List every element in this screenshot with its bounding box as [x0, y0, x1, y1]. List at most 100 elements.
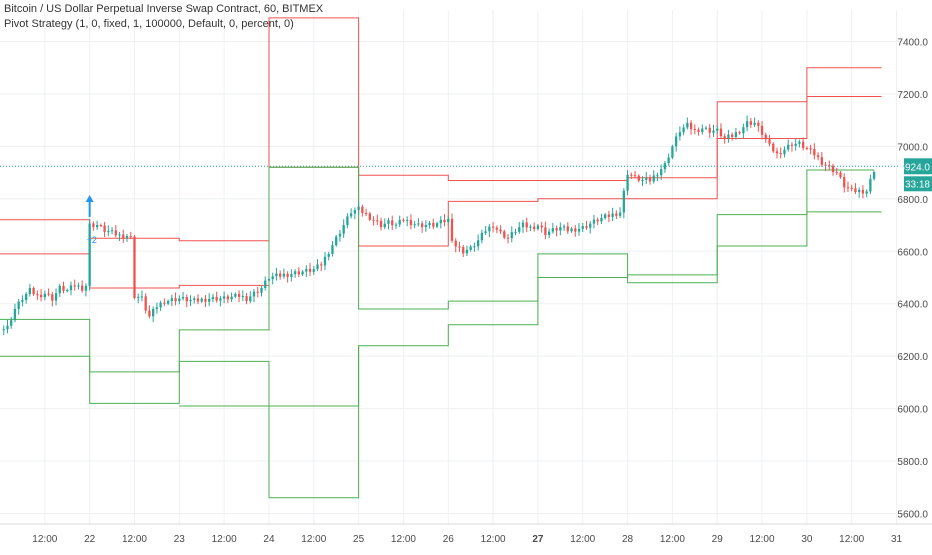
candle-body [122, 234, 125, 239]
y-tick-label: 6600.0 [897, 247, 928, 258]
candle-body [816, 155, 820, 158]
candle-body [323, 256, 327, 266]
candle-body [342, 225, 345, 234]
candle-body [249, 296, 252, 302]
candle-body [62, 285, 65, 291]
candle-body [510, 232, 513, 239]
x-tick-label: 22 [84, 534, 96, 545]
candle-body [581, 226, 584, 229]
candle-body [645, 177, 648, 180]
candle-body [260, 287, 263, 293]
candle-body [159, 302, 162, 308]
candle-body [293, 271, 297, 275]
candle-body [36, 294, 39, 296]
candle-body [716, 128, 719, 131]
candle-body [99, 225, 103, 227]
candle-body [499, 229, 502, 232]
candle-body [648, 177, 652, 182]
candle-body [387, 220, 390, 224]
candle-body [469, 246, 472, 250]
candle-body [398, 219, 401, 225]
candle-body [331, 245, 334, 254]
symbol-title[interactable]: Bitcoin / US Dollar Perpetual Inverse Sw… [4, 3, 324, 15]
candle-body [525, 222, 528, 228]
current-price-badge[interactable]: 6924.0 33:18 [899, 158, 932, 192]
candle-body [872, 172, 876, 179]
candle-body [148, 310, 151, 317]
candle-body [521, 222, 525, 228]
candle-body [215, 296, 218, 301]
candle-body [107, 231, 110, 233]
candle-body [544, 227, 547, 236]
candle-body [813, 148, 816, 156]
candle-body [316, 264, 319, 270]
candle-body [357, 206, 360, 211]
candle-body [633, 175, 637, 177]
candle-body [103, 225, 106, 232]
candle-body [798, 141, 801, 144]
candle-body [663, 163, 667, 170]
candle-body [637, 175, 640, 181]
candle-body [787, 144, 790, 150]
candle-body [312, 269, 315, 272]
candle-body [286, 273, 289, 277]
candle-body [682, 127, 685, 133]
candle-body [611, 213, 614, 217]
candle-body [712, 130, 715, 133]
x-tick-label: 12:00 [750, 534, 775, 545]
candle-body [84, 285, 88, 291]
candle-body [383, 223, 386, 228]
candle-body [193, 298, 196, 300]
candle-body [282, 273, 286, 277]
candle-body [540, 225, 543, 228]
candle-body [241, 296, 244, 298]
y-tick-label: 5600.0 [897, 510, 928, 521]
candle-body [308, 268, 312, 272]
candle-body [372, 219, 375, 221]
strategy-title[interactable]: Pivot Strategy (1, 0, fixed, 1, 100000, … [4, 18, 294, 30]
candle-body [32, 287, 35, 295]
candle-body [719, 128, 723, 137]
x-tick-label: 25 [353, 534, 365, 545]
candle-body [738, 132, 741, 134]
candle-body [409, 220, 413, 226]
x-tick-label: 28 [622, 534, 634, 545]
candle-body [39, 294, 43, 298]
candle-body [801, 141, 805, 148]
axes: 7400.0 7200.0 7000.0 6800.0 6600.0 6400.0 6200… [0, 37, 932, 545]
candle-body [491, 226, 495, 228]
candle-body [809, 148, 812, 150]
candle-body [125, 236, 129, 239]
candle-body [772, 143, 775, 152]
candle-body [600, 217, 603, 222]
x-tick-label: 12:00 [391, 534, 416, 545]
candle-body [686, 122, 689, 128]
pivot-levels [0, 17, 882, 499]
candle-body [51, 294, 54, 301]
candle-body [674, 136, 678, 147]
candle-body [140, 296, 144, 298]
candle-body [417, 223, 420, 225]
candle-body [473, 246, 476, 248]
candle-body [208, 298, 211, 302]
candle-body [506, 237, 510, 239]
candle-body [734, 132, 738, 137]
y-tick-label: 6000.0 [897, 405, 928, 416]
candle-body [178, 298, 181, 302]
candle-body [484, 231, 487, 233]
candle-body [794, 143, 797, 146]
candle-body [58, 285, 61, 294]
candles[interactable] [2, 115, 876, 336]
candle-body [327, 253, 330, 257]
x-tick-label: 12:00 [122, 534, 147, 545]
candle-body [652, 175, 655, 182]
price-badge-label: 6924.0 [899, 162, 930, 173]
candle-body [518, 227, 521, 232]
candle-body [43, 293, 46, 298]
x-tick-label: 12:00 [32, 534, 57, 545]
x-tick-label: 12:00 [301, 534, 326, 545]
candle-body [290, 274, 293, 277]
candle-body [133, 236, 136, 298]
